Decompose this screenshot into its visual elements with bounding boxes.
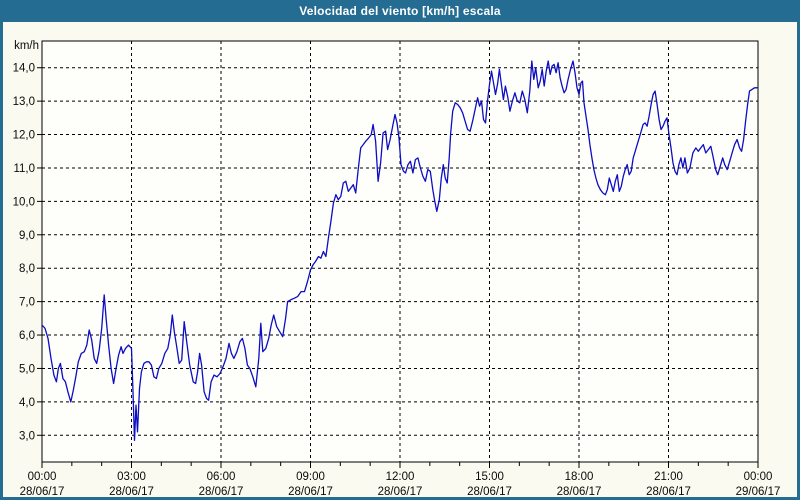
x-tick-date-label: 28/06/17 [288,486,333,497]
x-tick-time-label: 06:00 [207,471,236,483]
x-tick-date-label: 28/06/17 [646,486,691,497]
x-tick-date-label: 29/06/17 [736,486,781,497]
x-tick-time-label: 15:00 [475,471,504,483]
y-tick-label: 9,0 [19,230,35,242]
x-tick-date-label: 28/06/17 [378,486,423,497]
x-tick-time-label: 21:00 [654,471,683,483]
chart-area: 3,0 4,0 5,0 6,0 7,0 8,0 9,0 10,0 11,0 12,0 13,0 14,… [3,22,797,497]
x-tick-date-label: 28/06/17 [20,486,65,497]
y-tick-label: 4,0 [19,397,35,409]
x-tick-time-label: 03:00 [117,471,146,483]
x-tick-time-label: 18:00 [565,471,594,483]
x-tick-time-label: 09:00 [296,471,325,483]
y-tick-label: 8,0 [19,263,35,275]
y-tick-label: 11,0 [13,163,35,175]
window-title: Velocidad del viento [km/h] escala [299,4,501,18]
y-tick-label: 5,0 [19,363,35,375]
x-tick-date-label: 28/06/17 [467,486,512,497]
x-tick-date-label: 28/06/17 [109,486,154,497]
y-tick-label: 13,0 [13,96,35,108]
y-tick-label: 10,0 [13,196,35,208]
title-bar: Velocidad del viento [km/h] escala [0,0,800,22]
y-tick-label: 6,0 [19,330,35,342]
x-tick-time-label: 00:00 [28,471,57,483]
wind-speed-chart: 3,0 4,0 5,0 6,0 7,0 8,0 9,0 10,0 11,0 12,0 13,0 14,… [13,40,781,497]
x-tick-time-label: 00:00 [744,471,773,483]
x-tick-date-label: 28/06/17 [557,486,602,497]
x-tick-date-label: 28/06/17 [199,486,244,497]
y-tick-label: 14,0 [13,63,35,75]
y-tick-label: 12,0 [13,130,35,142]
y-axis-unit-label: km/h [14,40,39,52]
y-tick-label: 3,0 [19,430,35,442]
y-tick-label: 7,0 [19,297,35,309]
x-tick-time-label: 12:00 [386,471,415,483]
series-line [41,60,758,441]
